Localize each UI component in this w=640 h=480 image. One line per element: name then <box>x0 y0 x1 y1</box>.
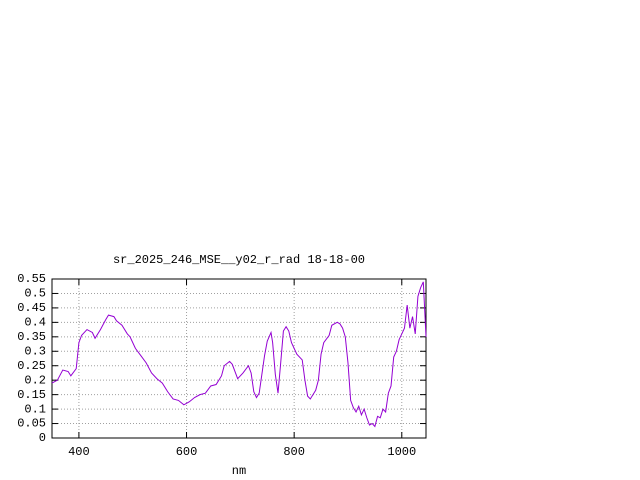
chart-title: sr_2025_246_MSE__y02_r_rad 18-18-00 <box>113 253 365 267</box>
y-tick-label: 0.45 <box>17 301 46 315</box>
y-tick-label: 0.2 <box>24 373 46 387</box>
y-tick-label: 0.15 <box>17 388 46 402</box>
y-tick-label: 0.25 <box>17 359 46 373</box>
y-tick-label: 0.5 <box>24 287 46 301</box>
y-tick-label: 0.3 <box>24 344 46 358</box>
y-tick-label: 0 <box>39 431 46 445</box>
x-tick-label: 800 <box>283 445 305 459</box>
y-tick-label: 0.35 <box>17 330 46 344</box>
y-tick-label: 0.4 <box>24 316 46 330</box>
y-tick-label: 0.05 <box>17 417 46 431</box>
data-line <box>51 281 427 428</box>
x-tick-label: 1000 <box>387 445 416 459</box>
x-axis-label: nm <box>232 464 246 478</box>
x-tick-label: 400 <box>68 445 90 459</box>
plot-border <box>51 278 427 439</box>
y-tick-label: 0.55 <box>17 272 46 286</box>
y-tick-label: 0.1 <box>24 402 46 416</box>
x-tick-label: 600 <box>176 445 198 459</box>
